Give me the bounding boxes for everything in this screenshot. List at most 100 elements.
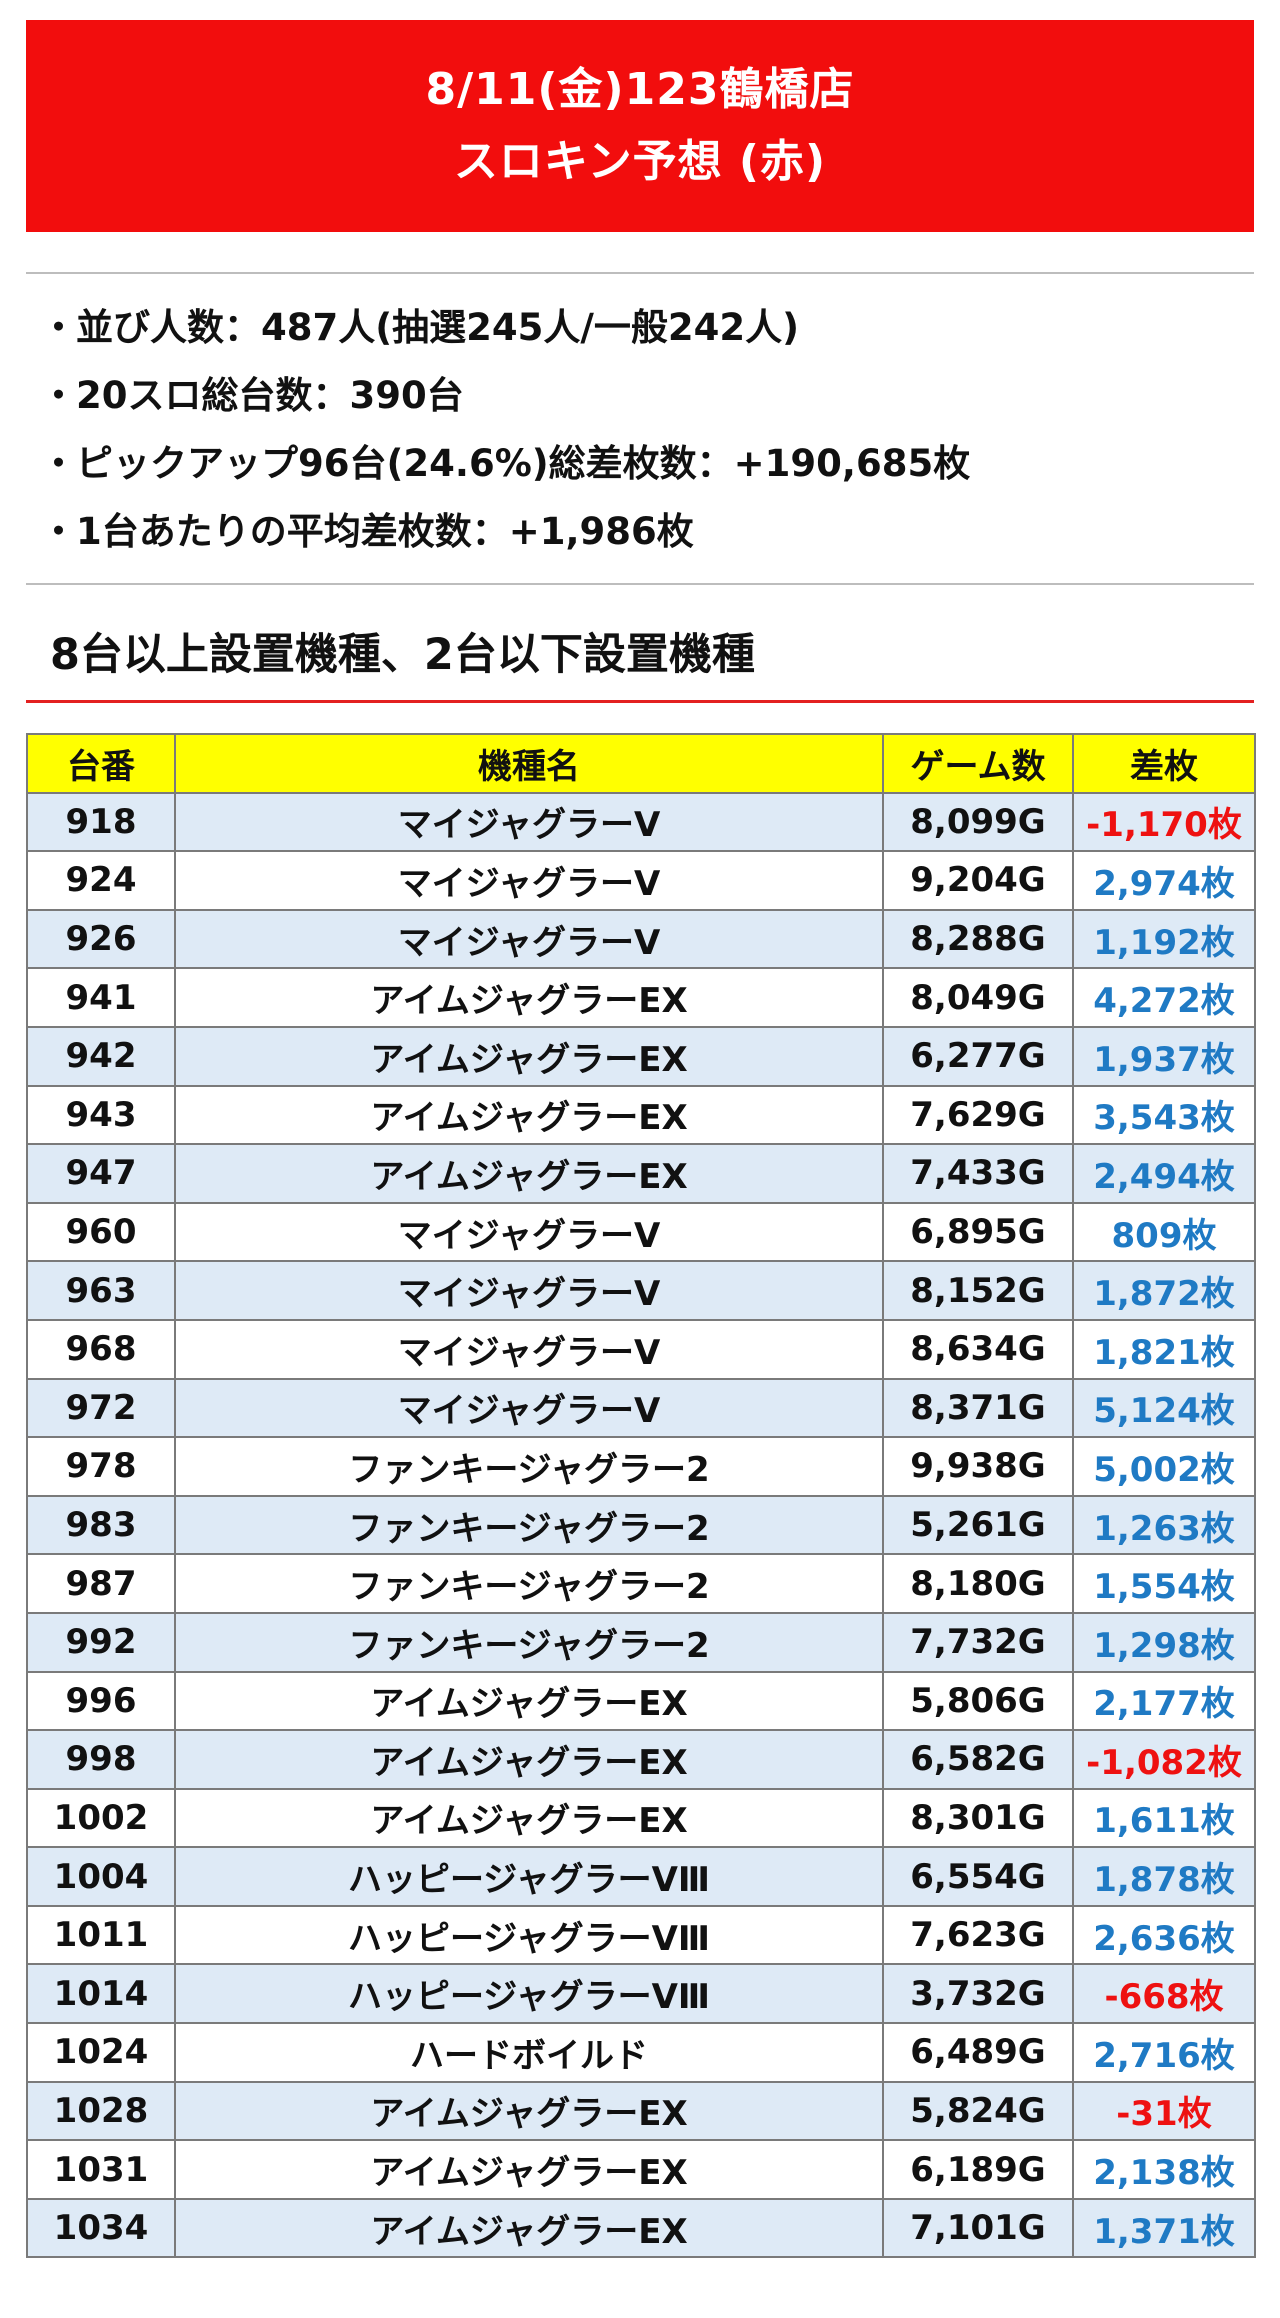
coin-difference-cell: 3,543枚 [1072, 1084, 1256, 1146]
coin-difference-cell: 2,138枚 [1072, 2139, 1256, 2200]
machine-number-cell: 942 [26, 1025, 176, 1087]
coin-difference-cell: 1,937枚 [1072, 1025, 1256, 1087]
machine-name-cell: ファンキージャグラー2 [174, 1436, 884, 1497]
machine-name-cell: アイムジャグラーEX [174, 1787, 884, 1849]
game-count-cell: 6,582G [882, 1729, 1074, 1790]
machine-name-cell: アイムジャグラーEX [174, 1143, 884, 1204]
game-count-cell: 8,099G [882, 791, 1074, 853]
coin-difference-cell: 1,192枚 [1072, 908, 1256, 970]
machine-name-cell: マイジャグラーV [174, 791, 884, 853]
machine-number-cell: 992 [26, 1611, 176, 1673]
game-count-cell: 7,623G [882, 1904, 1074, 1966]
game-count-cell: 6,189G [882, 2139, 1074, 2200]
coin-difference-cell: 2,974枚 [1072, 850, 1256, 911]
table-row: 1011 ハッピージャグラーVⅢ 7,623G 2,636枚 [26, 1904, 1256, 1966]
game-count-cell: 6,554G [882, 1846, 1074, 1907]
stat-text: ピックアップ96台(24.6%)総差枚数：+190,685枚 [76, 442, 971, 485]
machine-number-cell: 947 [26, 1143, 176, 1204]
stats-divider [26, 583, 1254, 585]
stat-text: 1台あたりの平均差枚数：+1,986枚 [76, 510, 694, 553]
table-row: 1014 ハッピージャグラーVⅢ 3,732G -668枚 [26, 1963, 1256, 2025]
machine-number-cell: 1011 [26, 1904, 176, 1966]
machine-number-cell: 943 [26, 1084, 176, 1146]
machine-name-cell: マイジャグラーV [174, 1201, 884, 1263]
machine-number-cell: 1034 [26, 2197, 176, 2259]
table-row: 960 マイジャグラーV 6,895G 809枚 [26, 1201, 1256, 1263]
coin-difference-cell: 2,494枚 [1072, 1143, 1256, 1204]
game-count-cell: 7,732G [882, 1611, 1074, 1673]
machine-number-cell: 924 [26, 850, 176, 911]
table-row: 996 アイムジャグラーEX 5,806G 2,177枚 [26, 1670, 1256, 1732]
stat-text: 20スロ総台数：390台 [76, 374, 464, 417]
coin-difference-cell: 2,716枚 [1072, 2022, 1256, 2083]
coin-difference-cell: 1,872枚 [1072, 1260, 1256, 1321]
stat-text: 並び人数：487人(抽選245人/一般242人) [76, 306, 800, 349]
machine-name-cell: ハッピージャグラーVⅢ [174, 1904, 884, 1966]
machine-number-cell: 918 [26, 791, 176, 853]
game-count-cell: 8,634G [882, 1318, 1074, 1380]
machine-name-cell: ハードボイルド [174, 2022, 884, 2083]
game-count-cell: 5,261G [882, 1494, 1074, 1556]
table-row: 992 ファンキージャグラー2 7,732G 1,298枚 [26, 1611, 1256, 1673]
coin-difference-cell: 1,298枚 [1072, 1611, 1256, 1673]
machine-number-cell: 996 [26, 1670, 176, 1732]
coin-difference-cell: 1,821枚 [1072, 1318, 1256, 1380]
header-machine-number: 台番 [26, 733, 176, 794]
machine-name-cell: アイムジャグラーEX [174, 1729, 884, 1790]
game-count-cell: 8,152G [882, 1260, 1074, 1321]
banner-title-subtitle: スロキン予想 (赤) [453, 136, 827, 187]
stat-pickup: ・ ピックアップ96台(24.6%)総差枚数：+190,685枚 [40, 426, 1240, 494]
machine-name-cell: ハッピージャグラーVⅢ [174, 1963, 884, 2025]
stat-bullet: ・ [40, 442, 77, 485]
game-count-cell: 5,824G [882, 2080, 1074, 2142]
table-row: 943 アイムジャグラーEX 7,629G 3,543枚 [26, 1084, 1256, 1146]
coin-difference-cell: 1,371枚 [1072, 2197, 1256, 2259]
machine-name-cell: アイムジャグラーEX [174, 1670, 884, 1732]
game-count-cell: 5,806G [882, 1670, 1074, 1732]
table-row: 941 アイムジャグラーEX 8,049G 4,272枚 [26, 967, 1256, 1028]
coin-difference-cell: -1,082枚 [1072, 1729, 1256, 1790]
machine-number-cell: 1031 [26, 2139, 176, 2200]
coin-difference-cell: 5,002枚 [1072, 1436, 1256, 1497]
coin-difference-cell: 1,611枚 [1072, 1787, 1256, 1849]
machine-number-cell: 963 [26, 1260, 176, 1321]
game-count-cell: 7,629G [882, 1084, 1074, 1146]
machine-name-cell: ファンキージャグラー2 [174, 1553, 884, 1614]
table-row: 978 ファンキージャグラー2 9,938G 5,002枚 [26, 1436, 1256, 1497]
machine-number-cell: 926 [26, 908, 176, 970]
section-title: 8台以上設置機種、2台以下設置機種 [50, 630, 755, 680]
table-row: 963 マイジャグラーV 8,152G 1,872枚 [26, 1260, 1256, 1321]
table-row: 972 マイジャグラーV 8,371G 5,124枚 [26, 1377, 1256, 1439]
stat-queue: ・ 並び人数：487人(抽選245人/一般242人) [40, 290, 1240, 358]
machine-number-cell: 1014 [26, 1963, 176, 2025]
stat-bullet: ・ [40, 374, 77, 417]
table-row: 1004 ハッピージャグラーVⅢ 6,554G 1,878枚 [26, 1846, 1256, 1907]
header-coin-difference: 差枚 [1072, 733, 1256, 794]
title-banner: 8/11(金)123鶴橋店 スロキン予想 (赤) [26, 20, 1254, 232]
machine-name-cell: マイジャグラーV [174, 850, 884, 911]
machine-number-cell: 1024 [26, 2022, 176, 2083]
machine-number-cell: 972 [26, 1377, 176, 1439]
header-game-count: ゲーム数 [882, 733, 1074, 794]
coin-difference-cell: 2,177枚 [1072, 1670, 1256, 1732]
machine-name-cell: アイムジャグラーEX [174, 2080, 884, 2142]
machine-number-cell: 968 [26, 1318, 176, 1380]
table-row: 1028 アイムジャグラーEX 5,824G -31枚 [26, 2080, 1256, 2142]
machine-table: 台番 機種名 ゲーム数 差枚 918 マイジャグラーV 8,099G -1,170枚 9… [26, 733, 1256, 2259]
coin-difference-cell: 1,263枚 [1072, 1494, 1256, 1556]
table-row: 987 ファンキージャグラー2 8,180G 1,554枚 [26, 1553, 1256, 1614]
machine-number-cell: 1004 [26, 1846, 176, 1907]
game-count-cell: 9,204G [882, 850, 1074, 911]
coin-difference-cell: 4,272枚 [1072, 967, 1256, 1028]
table-row: 998 アイムジャグラーEX 6,582G -1,082枚 [26, 1729, 1256, 1790]
stat-bullet: ・ [40, 306, 77, 349]
stat-average: ・ 1台あたりの平均差枚数：+1,986枚 [40, 494, 1240, 562]
machine-number-cell: 998 [26, 1729, 176, 1790]
game-count-cell: 8,049G [882, 967, 1074, 1028]
coin-difference-cell: 809枚 [1072, 1201, 1256, 1263]
machine-name-cell: アイムジャグラーEX [174, 2197, 884, 2259]
machine-name-cell: ハッピージャグラーVⅢ [174, 1846, 884, 1907]
machine-number-cell: 1028 [26, 2080, 176, 2142]
table-row: 924 マイジャグラーV 9,204G 2,974枚 [26, 850, 1256, 911]
table-row: 1024 ハードボイルド 6,489G 2,716枚 [26, 2022, 1256, 2083]
